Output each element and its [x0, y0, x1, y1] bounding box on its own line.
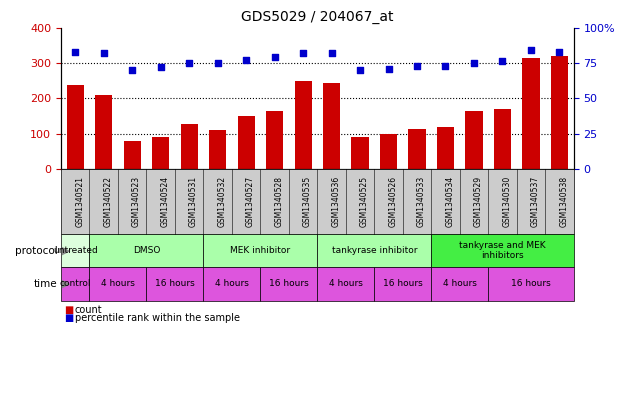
Text: GSM1340536: GSM1340536	[331, 176, 340, 227]
Text: control: control	[60, 279, 91, 288]
Text: time: time	[34, 279, 58, 289]
Text: DMSO: DMSO	[133, 246, 160, 255]
Point	[184, 60, 194, 66]
Bar	[437, 127, 454, 169]
Text: GSM1340522: GSM1340522	[104, 176, 113, 227]
Bar	[323, 83, 340, 169]
Bar	[522, 57, 540, 169]
Text: protocol: protocol	[15, 246, 58, 255]
Text: ■: ■	[64, 305, 73, 315]
Bar	[351, 137, 369, 169]
Text: 4 hours: 4 hours	[329, 279, 363, 288]
Text: count: count	[75, 305, 103, 315]
Text: tankyrase inhibitor: tankyrase inhibitor	[331, 246, 417, 255]
Point	[212, 60, 222, 66]
Text: GSM1340532: GSM1340532	[217, 176, 226, 227]
Text: ▶: ▶	[62, 246, 71, 255]
Text: GSM1340531: GSM1340531	[189, 176, 198, 227]
Text: GSM1340538: GSM1340538	[560, 176, 569, 227]
Bar	[238, 116, 254, 169]
Point	[383, 65, 394, 72]
Text: 4 hours: 4 hours	[215, 279, 249, 288]
Point	[412, 62, 422, 69]
Point	[70, 48, 80, 55]
Point	[298, 50, 308, 56]
Text: 16 hours: 16 hours	[383, 279, 422, 288]
Point	[497, 58, 508, 64]
Bar	[465, 110, 483, 169]
Bar	[551, 56, 568, 169]
Text: percentile rank within the sample: percentile rank within the sample	[75, 313, 240, 323]
Text: GSM1340535: GSM1340535	[303, 176, 312, 227]
Text: 16 hours: 16 hours	[269, 279, 309, 288]
Text: GSM1340537: GSM1340537	[531, 176, 540, 227]
Text: GSM1340521: GSM1340521	[75, 176, 84, 227]
Point	[440, 62, 451, 69]
Point	[156, 64, 166, 70]
Point	[326, 50, 337, 56]
Bar	[209, 130, 226, 169]
Text: untreated: untreated	[53, 246, 97, 255]
Text: GSM1340530: GSM1340530	[503, 176, 512, 227]
Bar	[266, 110, 283, 169]
Point	[355, 67, 365, 73]
Point	[554, 48, 565, 55]
Point	[469, 60, 479, 66]
Text: GSM1340526: GSM1340526	[388, 176, 397, 227]
Text: 16 hours: 16 hours	[511, 279, 551, 288]
Text: 4 hours: 4 hours	[101, 279, 135, 288]
Text: GDS5029 / 204067_at: GDS5029 / 204067_at	[241, 10, 394, 24]
Text: GSM1340523: GSM1340523	[132, 176, 141, 227]
Bar	[124, 141, 140, 169]
Bar	[294, 81, 312, 169]
Bar	[181, 124, 197, 169]
Text: GSM1340528: GSM1340528	[274, 176, 283, 227]
Text: GSM1340524: GSM1340524	[161, 176, 170, 227]
Text: GSM1340527: GSM1340527	[246, 176, 255, 227]
Point	[526, 47, 536, 53]
Bar	[95, 95, 112, 169]
Bar	[152, 137, 169, 169]
Text: ▶: ▶	[62, 279, 71, 289]
Bar	[67, 85, 84, 169]
Bar	[494, 109, 511, 169]
Text: GSM1340529: GSM1340529	[474, 176, 483, 227]
Point	[241, 57, 251, 63]
Text: ■: ■	[64, 313, 73, 323]
Bar	[408, 129, 426, 169]
Text: MEK inhibitor: MEK inhibitor	[230, 246, 290, 255]
Text: GSM1340533: GSM1340533	[417, 176, 426, 227]
Text: 16 hours: 16 hours	[155, 279, 195, 288]
Point	[269, 54, 279, 61]
Text: 4 hours: 4 hours	[443, 279, 477, 288]
Point	[99, 50, 109, 56]
Point	[127, 67, 137, 73]
Text: tankyrase and MEK
inhibitors: tankyrase and MEK inhibitors	[459, 241, 545, 260]
Text: GSM1340525: GSM1340525	[360, 176, 369, 227]
Text: GSM1340534: GSM1340534	[445, 176, 454, 227]
Bar	[380, 134, 397, 169]
